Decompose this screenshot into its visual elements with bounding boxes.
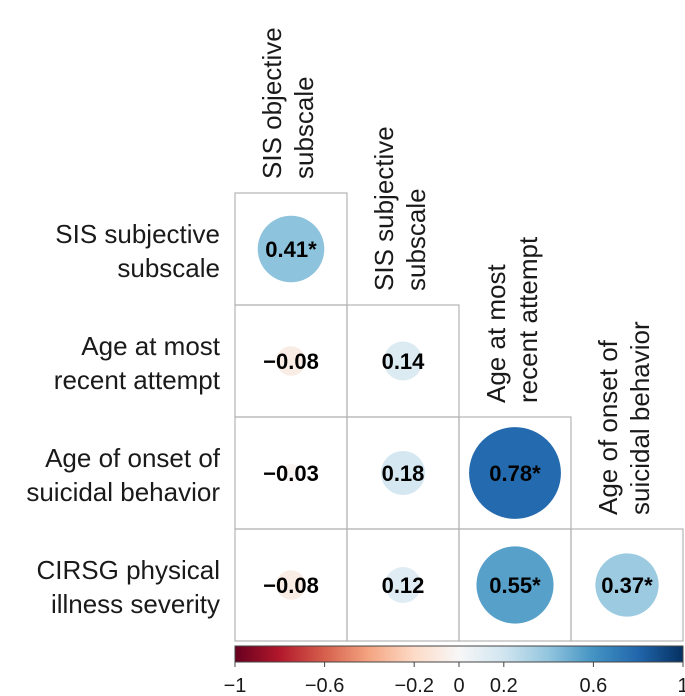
column-label-line: Age at most: [481, 263, 511, 403]
correlation-circle: [276, 570, 306, 600]
row-label-line: CIRSG physical: [37, 555, 221, 585]
value-label: 0.37*: [601, 573, 653, 598]
value-label: −0.03: [263, 461, 319, 486]
grid-cells: [234, 192, 684, 642]
correlation-circle: [257, 215, 325, 283]
column-label-line: SIS objective: [257, 27, 287, 179]
column-label-line: subscale: [401, 188, 431, 291]
row-label-line: Age at most: [81, 331, 221, 361]
colorbar-tick-label: 0.2: [490, 675, 518, 696]
value-label: 0.14: [382, 349, 426, 374]
colorbar-bar: [234, 645, 684, 663]
colorbar-tick-label: 1: [677, 675, 685, 696]
column-label: Age of onset ofsuicidal behavior: [593, 321, 655, 515]
value-label: 0.78*: [489, 461, 541, 486]
correlation-circle: [383, 341, 423, 381]
value-label: 0.18: [382, 461, 425, 486]
row-label-line: illness severity: [51, 589, 220, 619]
row-label: Age at most recent attempt: [54, 331, 221, 395]
column-labels: SIS objectivesubscale SIS subjectivesubsc…: [257, 27, 655, 515]
correlation-circle: [384, 566, 422, 604]
value-label: −0.08: [263, 349, 319, 374]
correlation-circle: [595, 553, 659, 617]
column-label: SIS subjectivesubscale: [369, 126, 431, 291]
colorbar-tick-label: −1: [224, 675, 247, 696]
column-label-line: subscale: [289, 76, 319, 179]
row-label: Age of onset of suicidal behavior: [26, 443, 220, 507]
correlation-circle: [469, 427, 561, 519]
grid-cell: [570, 528, 684, 642]
column-label-line: SIS subjective: [369, 126, 399, 291]
column-label-line: Age of onset of: [593, 339, 623, 515]
colorbar: −1 −0.6 −0.2 0 0.2 0.6 1: [224, 645, 685, 696]
column-label: Age at mostrecent attempt: [481, 236, 543, 403]
row-label-line: recent attempt: [54, 365, 221, 395]
column-label-line: suicidal behavior: [625, 321, 655, 515]
correlation-circle: [380, 450, 426, 496]
value-label: 0.12: [382, 573, 425, 598]
colorbar-tick-label: 0.6: [579, 675, 607, 696]
correlation-circle: [276, 346, 306, 376]
value-label: 0.41*: [265, 237, 317, 262]
correlation-circle: [281, 463, 301, 483]
value-label: −0.08: [263, 573, 319, 598]
correlation-circles: [257, 215, 659, 624]
column-label: SIS objectivesubscale: [257, 27, 319, 179]
row-label: SIS subjective subscale: [55, 219, 220, 283]
row-labels: SIS subjective subscale Age at most recent …: [26, 219, 220, 619]
value-label: 0.55*: [489, 573, 541, 598]
colorbar-tick-label: −0.2: [394, 675, 433, 696]
value-labels: 0.41* −0.08 0.14 −0.03 0.18 0.78* −0.08 0.12 0.5…: [263, 237, 653, 598]
colorbar-tick-label: 0: [453, 675, 464, 696]
row-label: CIRSG physical illness severity: [37, 555, 221, 619]
row-label-line: SIS subjective: [55, 219, 220, 249]
colorbar-tick-label: −0.6: [305, 675, 344, 696]
row-label-line: suicidal behavior: [26, 477, 220, 507]
row-label-line: subscale: [117, 253, 220, 283]
row-label-line: Age of onset of: [45, 443, 221, 473]
column-label-line: recent attempt: [513, 236, 543, 403]
correlation-circle: [476, 546, 554, 624]
